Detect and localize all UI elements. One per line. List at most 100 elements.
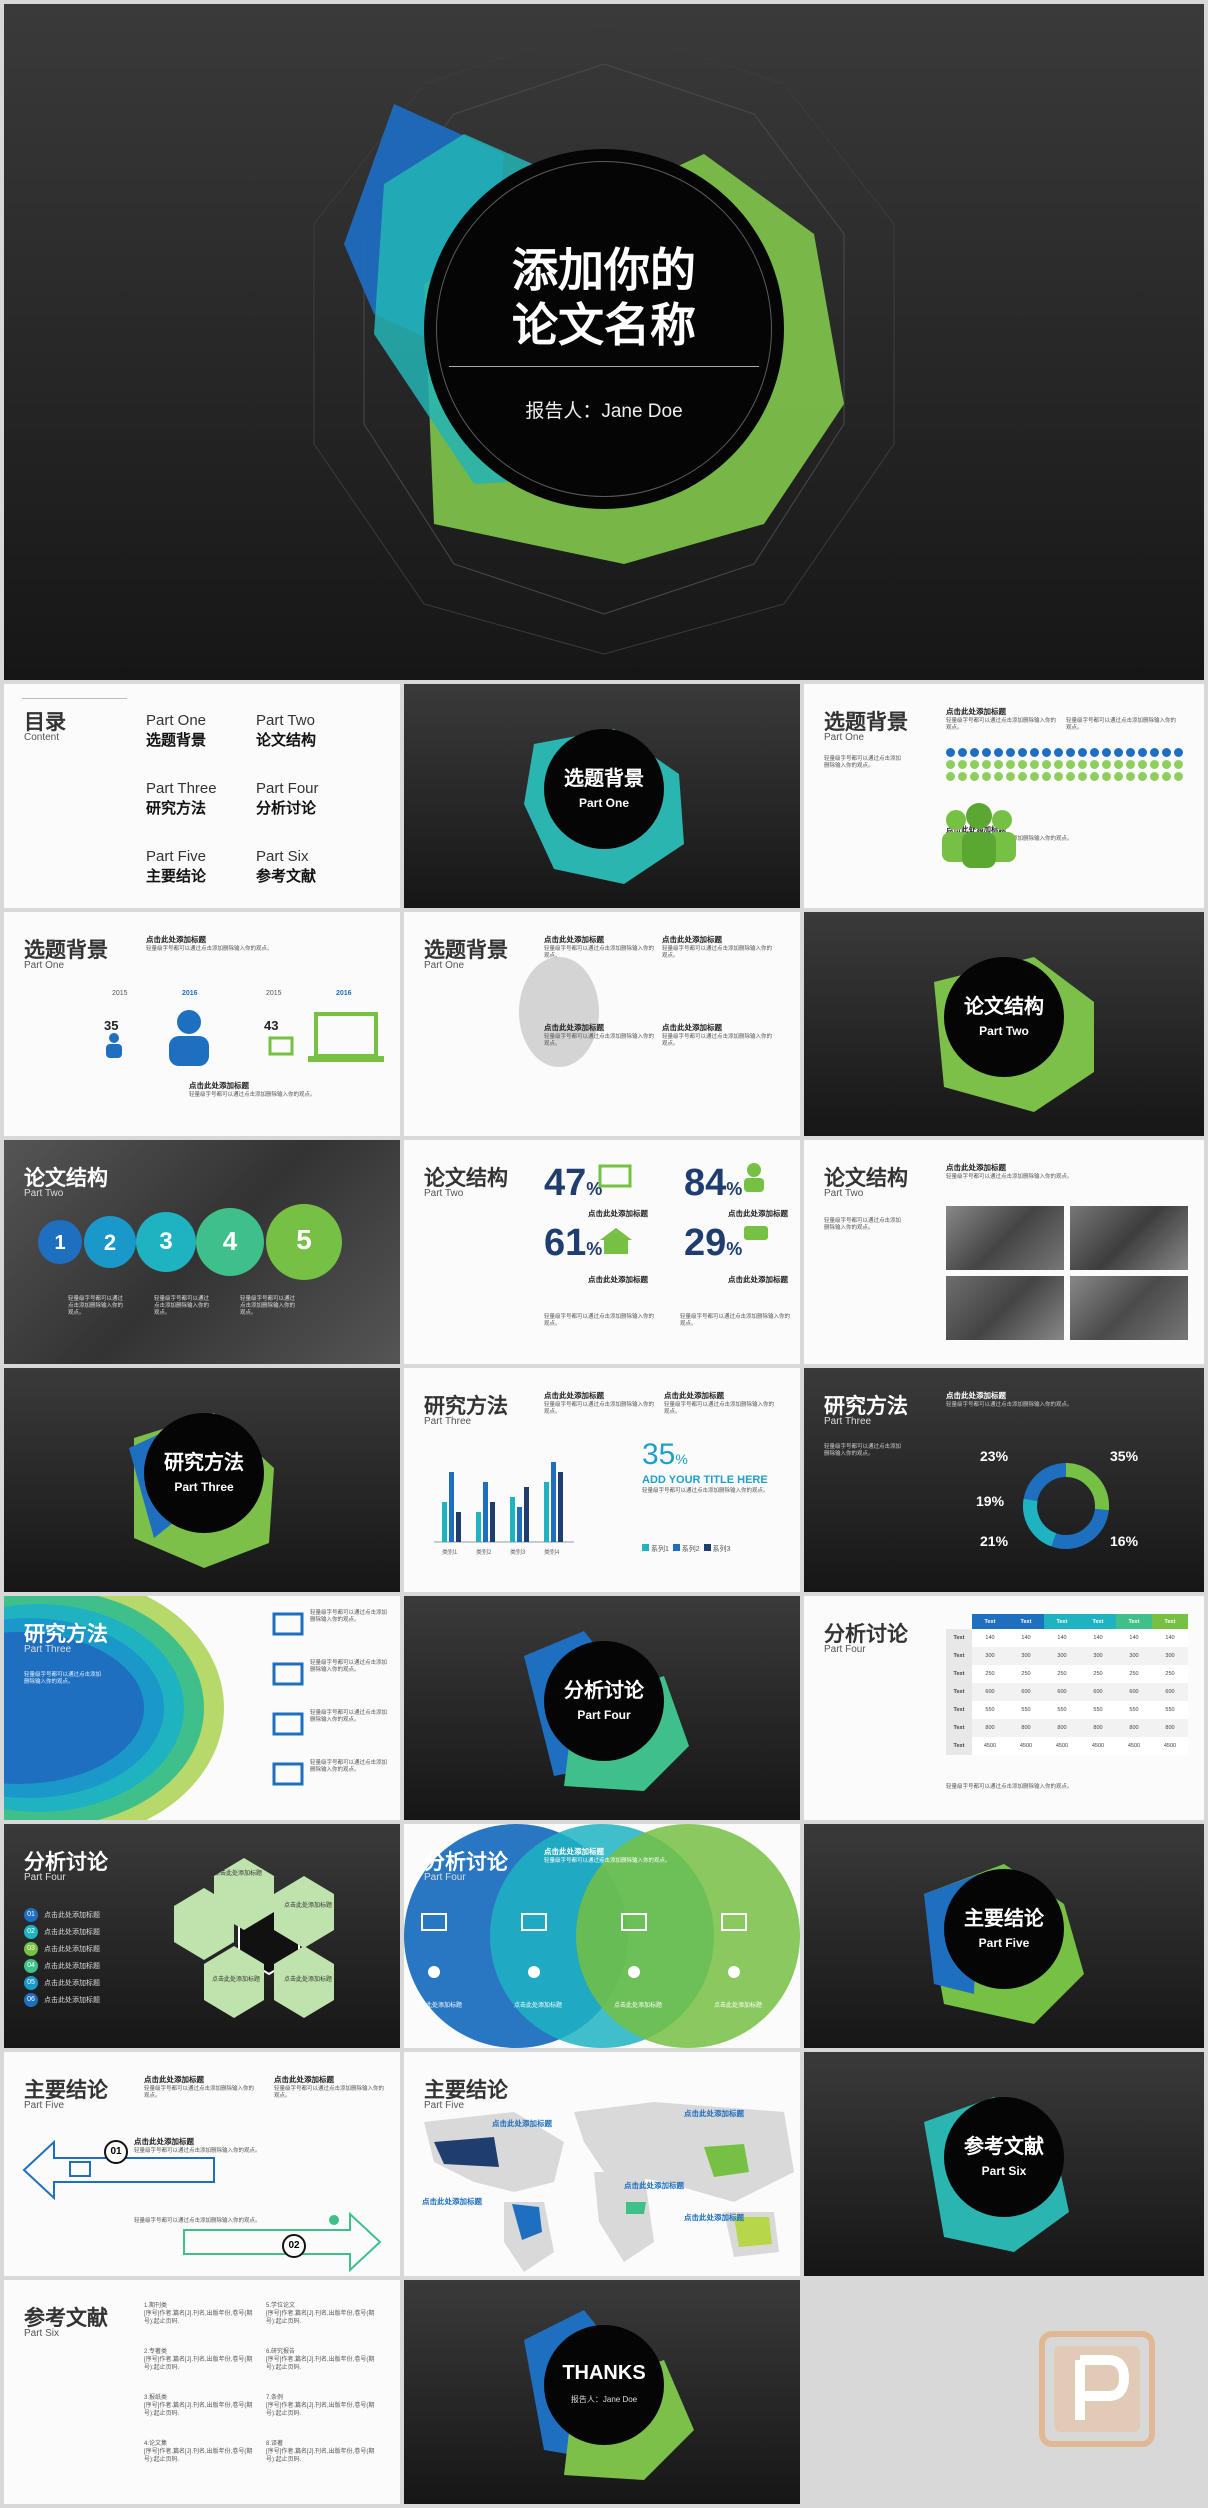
photo bbox=[946, 1206, 1064, 1270]
toc-item-cn: 研究方法 bbox=[146, 800, 207, 817]
table-cell: 140 bbox=[1152, 1629, 1188, 1647]
slide-title: 参考文献 bbox=[24, 2307, 108, 2330]
section-slide-part-two[interactable]: 论文结构 Part Two bbox=[804, 912, 1204, 1136]
slide-title: 分析讨论 bbox=[824, 1623, 908, 1646]
thanks-slide[interactable]: THANKS 报告人：Jane Doe bbox=[404, 2280, 800, 2504]
step-number: 3 bbox=[159, 1228, 173, 1255]
donut-label: 23% bbox=[980, 1448, 1009, 1464]
reference-item: 2.专著类 [序号]作者.篇名[J].刊名,出版年份,卷号(期号):起止页码. bbox=[144, 2348, 260, 2372]
cover-reporter: 报告人：Jane Doe bbox=[525, 401, 683, 422]
slide-title: 主要结论 bbox=[24, 2079, 108, 2102]
toc-line bbox=[22, 698, 127, 699]
body-text: 轻量级字号都可以通过点击添加删除输入你的观点。 bbox=[68, 1296, 124, 1316]
background-slide-3[interactable]: 选题背景 Part One 点击此处添加标题 点击此处添加标题 点击此处添加标题… bbox=[404, 912, 800, 1136]
table-cell: 250 bbox=[972, 1665, 1008, 1683]
body-text: 轻量级字号都可以通过点击添加删除输入你的观点。 bbox=[1066, 718, 1177, 731]
bar bbox=[551, 1462, 556, 1542]
analysis-slide-3[interactable]: 分析讨论 Part Four 点击此处添加标题 轻量级字号都可以通过点击添加删除… bbox=[404, 1824, 800, 2048]
reference-title: 3.报纸类 bbox=[144, 2395, 168, 2401]
bar bbox=[510, 1497, 515, 1542]
stat-value-1: 47% bbox=[544, 1162, 602, 1205]
body-text: 轻量级字号都可以通过点击添加删除输入你的观点。 bbox=[946, 1174, 1073, 1180]
table-cell: 140 bbox=[1116, 1629, 1152, 1647]
people-dot bbox=[1054, 748, 1063, 757]
toc-item-2[interactable]: Part Two 论文结构 bbox=[256, 712, 316, 750]
people-icon bbox=[942, 803, 1016, 868]
cover-slide[interactable]: 添加你的 论文名称 报告人：Jane Doe bbox=[4, 4, 1204, 680]
table-row: Text 300 300 300 300 300 300 bbox=[946, 1647, 1188, 1665]
table-cell: Text bbox=[946, 1737, 972, 1755]
table-cell: 800 bbox=[1044, 1719, 1080, 1737]
toc-item-4[interactable]: Part Four 分析讨论 bbox=[256, 780, 319, 818]
step-number: 2 bbox=[103, 1230, 117, 1255]
people-dot bbox=[994, 760, 1003, 769]
table-cell: 300 bbox=[1044, 1647, 1080, 1665]
list-item: 02 点击此处添加标题 bbox=[24, 1923, 154, 1939]
toc-item-3[interactable]: Part Three 研究方法 bbox=[146, 780, 217, 818]
heading: 点击此处添加标题 bbox=[728, 1209, 788, 1218]
section-subtitle: Part Three bbox=[174, 1480, 234, 1494]
people-dot bbox=[1078, 760, 1087, 769]
body-text: 轻量级字号都可以通过点击添加删除输入你的观点。 bbox=[189, 1092, 316, 1098]
section-slide-part-three[interactable]: 研究方法 Part Three bbox=[4, 1368, 400, 1592]
toc-item-1[interactable]: Part One 选题背景 bbox=[146, 712, 206, 750]
bar bbox=[524, 1487, 529, 1542]
people-dot bbox=[1090, 772, 1099, 781]
section-slide-part-five[interactable]: 主要结论 Part Five bbox=[804, 1824, 1204, 2048]
table-cell: 550 bbox=[1044, 1701, 1080, 1719]
body-text: 轻量级字号都可以通过点击添加删除输入你的观点。 bbox=[642, 1488, 769, 1494]
reference-item: 5.学位论文 [序号]作者.篇名[J].刊名,出版年份,卷号(期号):起止页码. bbox=[266, 2302, 382, 2326]
body-text: 轻量级字号都可以通过点击添加删除输入你的观点。 bbox=[274, 2086, 385, 2099]
section-slide-part-six[interactable]: 参考文献 Part Six bbox=[804, 2052, 1204, 2276]
table-row: Text 140 140 140 140 140 140 bbox=[946, 1629, 1188, 1647]
structure-slide-2[interactable]: 论文结构 Part Two 47% 84% 61% 29% 点击此处添加标题 点… bbox=[404, 1140, 800, 1364]
table-cell: 600 bbox=[1080, 1683, 1116, 1701]
reference-title: 5.学位论文 bbox=[266, 2303, 296, 2309]
section-subtitle: Part Two bbox=[979, 1024, 1029, 1038]
table-row: Text 600 600 600 600 600 600 bbox=[946, 1683, 1188, 1701]
list-number: 03 bbox=[24, 1941, 38, 1956]
cover-divider bbox=[449, 366, 759, 367]
heading: 点击此处添加标题 bbox=[146, 935, 206, 944]
references-slide[interactable]: 参考文献 Part Six 1.期刊类 [序号]作者.篇名[J].刊名,出版年份,… bbox=[4, 2280, 400, 2504]
section-title: 选题背景 bbox=[564, 768, 644, 790]
background-slide-1[interactable]: 选题背景 Part One 轻量级字号都可以通过点击添加删除输入你的观点。 点击… bbox=[804, 684, 1204, 908]
slide-title: 分析讨论 bbox=[424, 1851, 508, 1874]
method-slide-3[interactable]: 研究方法 Part Three 轻量级字号都可以通过点击添加删除输入你的观点。 … bbox=[4, 1596, 400, 1820]
toc-title: 目录 bbox=[24, 711, 66, 734]
analysis-slide-2[interactable]: 分析讨论 Part Four 01 点击此处添加标题 02 点击此处添加标题 03 点击此… bbox=[4, 1824, 400, 2048]
section-slide-part-four[interactable]: 分析讨论 Part Four bbox=[404, 1596, 800, 1820]
legend-label: 系列2 bbox=[681, 1546, 700, 1553]
percent-number: 35 bbox=[642, 1438, 676, 1471]
background-slide-2[interactable]: 选题背景 Part One 点击此处添加标题 轻量级字号都可以通过点击添加删除输… bbox=[4, 912, 400, 1136]
list-label: 点击此处添加标题 bbox=[44, 1945, 100, 1953]
people-dot bbox=[1018, 760, 1027, 769]
people-dot bbox=[1078, 748, 1087, 757]
people-dot bbox=[982, 748, 991, 757]
slide-subtitle: Part Three bbox=[424, 1416, 472, 1427]
people-dot bbox=[1150, 760, 1159, 769]
structure-slide-1[interactable]: 论文结构 Part Two 1 2 3 4 5 轻量级字号都可以通过点击添加删除… bbox=[4, 1140, 400, 1364]
people-dot bbox=[1174, 772, 1183, 781]
reference-desc: [序号]作者.篇名[J].刊名,出版年份,卷号(期号):起止页码. bbox=[144, 2357, 253, 2371]
conclusion-slide-2[interactable]: 主要结论 Part Five 点击此处添加标题 点击此处添加标题 点击此处添加标… bbox=[404, 2052, 800, 2276]
step-circle-1 bbox=[38, 1220, 82, 1264]
method-slide-1[interactable]: 研究方法 Part Three 类别1 类别2 类别3 类别4 点击此处添加标题 点击… bbox=[404, 1368, 800, 1592]
toc-item-5[interactable]: Part Five 主要结论 bbox=[146, 848, 206, 886]
table-cell: 300 bbox=[1080, 1647, 1116, 1665]
section-slide-part-one[interactable]: 选题背景 Part One bbox=[404, 684, 800, 908]
toc-slide[interactable]: 目录 Content Part One 选题背景 Part Two 论文结构 P… bbox=[4, 684, 400, 908]
people-dot bbox=[958, 760, 967, 769]
analysis-slide-1[interactable]: 分析讨论 Part Four Text Text Text Text Text Text T… bbox=[804, 1596, 1204, 1820]
list-number: 02 bbox=[24, 1924, 38, 1939]
conclusion-slide-1[interactable]: 主要结论 Part Five 点击此处添加标题 点击此处添加标题 轻量级字号都可… bbox=[4, 2052, 400, 2276]
reference-desc: [序号]作者.篇名[J].刊名,出版年份,卷号(期号):起止页码. bbox=[266, 2403, 375, 2417]
table-cell: 250 bbox=[1044, 1665, 1080, 1683]
table-cell: Text bbox=[946, 1647, 972, 1665]
section-subtitle: Part Four bbox=[577, 1708, 631, 1722]
structure-slide-3[interactable]: 论文结构 Part Two 轻量级字号都可以通过点击添加删除输入你的观点。 点击… bbox=[804, 1140, 1204, 1364]
section-title: 主要结论 bbox=[964, 1908, 1044, 1930]
body-text: 轻量级字号都可以通过点击添加删除输入你的观点。 bbox=[664, 1402, 775, 1415]
method-slide-2[interactable]: 研究方法 Part Three 轻量级字号都可以通过点击添加删除输入你的观点。 … bbox=[804, 1368, 1204, 1592]
toc-item-6[interactable]: Part Six 参考文献 bbox=[256, 848, 316, 886]
